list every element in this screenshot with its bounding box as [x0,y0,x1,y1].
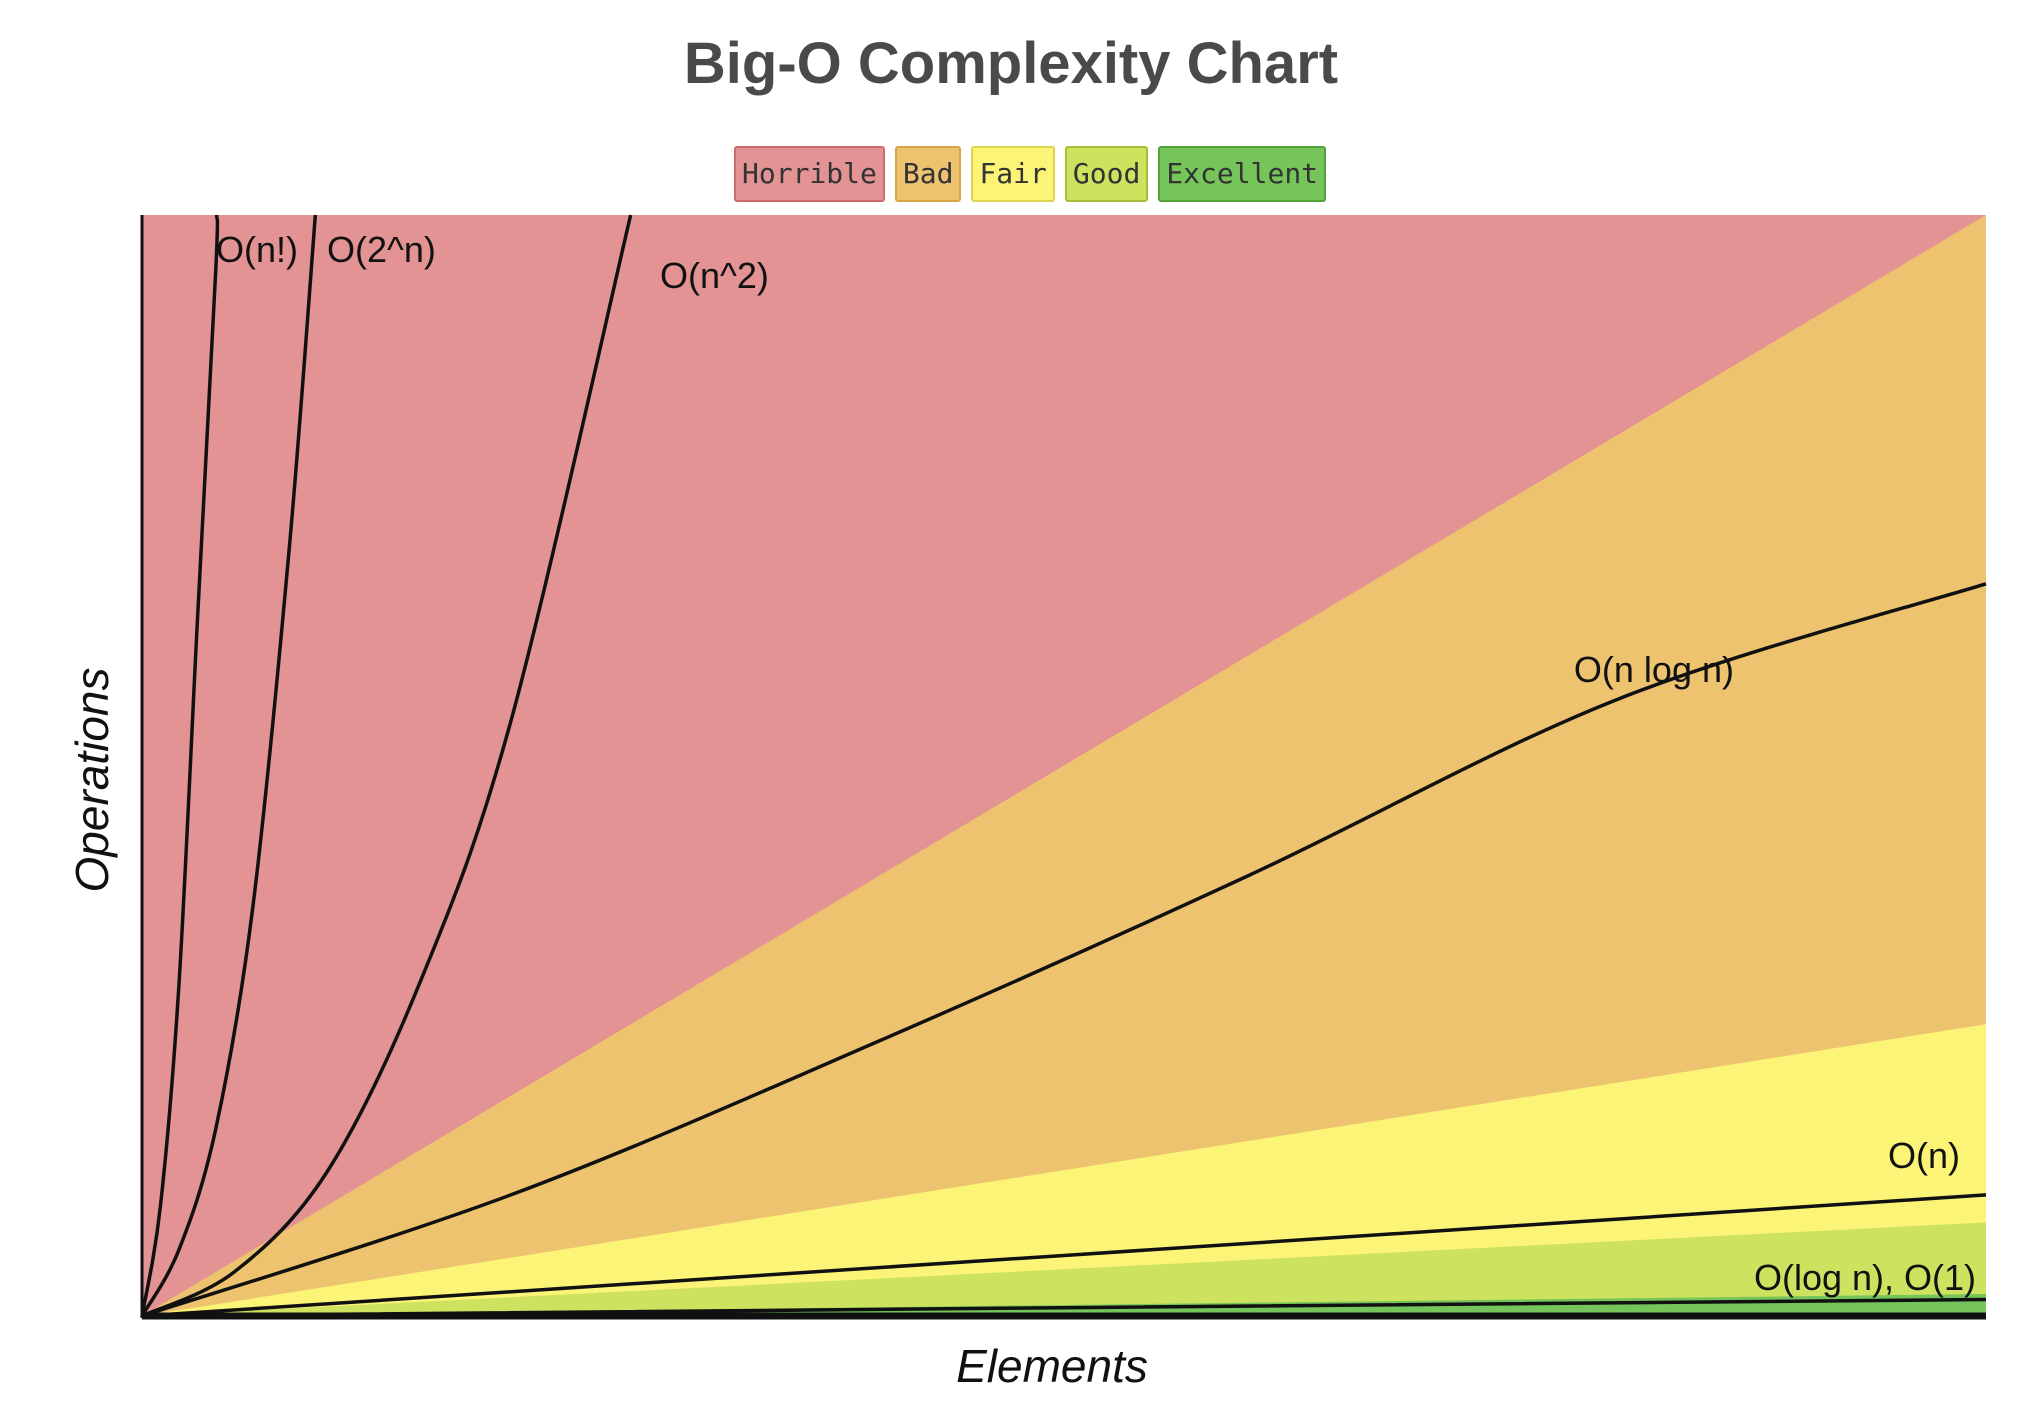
curve-label-o-n-2: O(n^2) [660,255,769,296]
curve-o-n-2 [141,214,633,1318]
chart-title: Big-O Complexity Chart [683,31,1339,96]
curve-label-o-log-n-o-1: O(log n), O(1) [1754,1257,1976,1298]
curve-label-o-2-n: O(2^n) [327,229,436,270]
legend-bad: Bad [894,146,962,202]
curve-o-n [141,1193,1987,1318]
curves-layer: O(n!) O(2^n) O(n^2) O(n log n) O(n) O(log n),… [140,214,1987,1318]
region-good [142,1222,1986,1316]
legend-good: Good [1064,146,1149,202]
legend: Horrible Bad Fair Good Excellent [734,146,1327,202]
legend-horrible: Horrible [734,146,885,202]
curve-o-n [140,214,220,1317]
region-bad [142,215,1986,1316]
legend-excellent: Excellent [1158,146,1327,202]
curve-label-o-n: O(n) [1888,1135,1960,1176]
curve-o-n-log-n [141,582,1987,1318]
curve-label-o-n: O(n!) [216,229,298,270]
curve-o-2-n [140,214,318,1317]
y-axis-label: Operations [66,667,118,892]
curve-label-o-n-log-n: O(n log n) [1574,649,1734,690]
legend-fair: Fair [971,146,1055,202]
x-axis-label: Elements [956,1340,1148,1392]
regions-layer [142,215,1986,1316]
region-fair [142,1024,1986,1316]
